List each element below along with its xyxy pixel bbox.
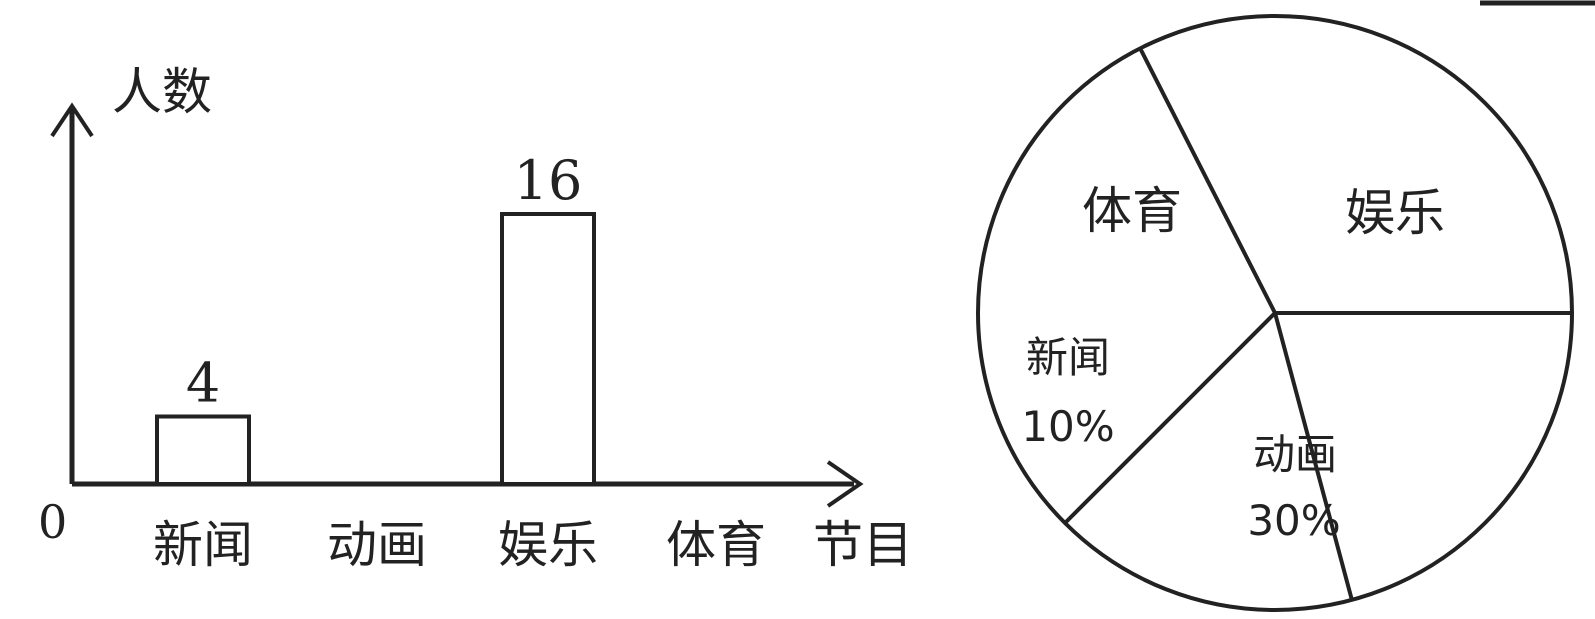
pie-slice-percent-4: 10%	[1021, 402, 1114, 451]
origin-label: 0	[38, 495, 67, 549]
category-labels-group: 新闻 动画 娱乐 体育	[153, 516, 766, 574]
bar-3	[500, 212, 596, 486]
pie-slice-label-3: 动画	[1253, 430, 1337, 479]
pie-dividers-group	[1063, 47, 1572, 601]
pie-divider-2	[1273, 312, 1354, 601]
category-label-4: 体育	[666, 516, 766, 574]
pie-slice-label-1: 体育	[1082, 182, 1182, 240]
category-label-2: 动画	[327, 516, 427, 574]
bar-value-label-3: 16	[514, 149, 583, 212]
category-label-3: 娱乐	[498, 516, 598, 574]
bar-value-label-1: 4	[186, 352, 220, 415]
value-labels-group: 4 16	[186, 149, 583, 415]
bar-1	[155, 414, 251, 486]
pie-slice-percent-3: 30%	[1247, 496, 1340, 545]
x-axis-label: 节目	[813, 516, 913, 574]
pie-slice-label-4: 新闻	[1026, 333, 1110, 382]
y-axis-label: 人数	[112, 63, 212, 121]
bar-chart: 人数 0 节目 4 16 新闻 动画 娱乐 体育	[38, 63, 913, 574]
bars-group	[155, 212, 596, 486]
category-label-1: 新闻	[153, 516, 253, 574]
pie-divider-3	[1063, 311, 1277, 525]
pie-slice-label-2: 娱乐	[1345, 184, 1445, 242]
pie-divider-4	[1138, 47, 1277, 314]
x-axis-arrowhead	[826, 460, 864, 508]
y-axis-arrowhead	[50, 102, 94, 138]
